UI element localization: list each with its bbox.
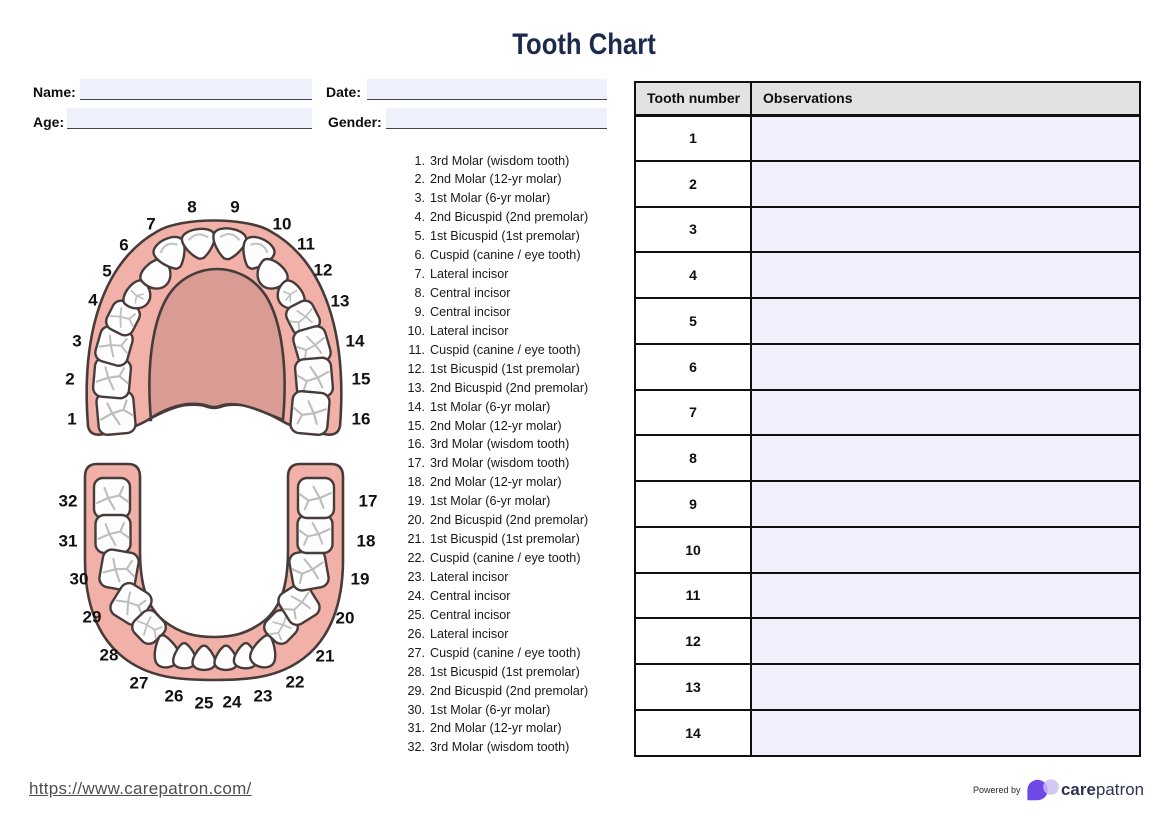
svg-text:15: 15: [352, 370, 371, 389]
svg-text:13: 13: [331, 292, 350, 311]
svg-text:10: 10: [273, 215, 292, 234]
svg-text:26: 26: [165, 687, 184, 706]
svg-text:3: 3: [72, 332, 81, 351]
svg-text:1: 1: [67, 410, 76, 429]
svg-text:22: 22: [286, 673, 305, 692]
svg-text:16: 16: [352, 410, 371, 429]
svg-text:9: 9: [230, 198, 239, 217]
svg-text:7: 7: [146, 215, 155, 234]
svg-text:2: 2: [65, 370, 74, 389]
svg-text:32: 32: [59, 492, 78, 511]
svg-text:29: 29: [83, 608, 102, 627]
svg-text:30: 30: [70, 570, 89, 589]
svg-text:28: 28: [100, 646, 119, 665]
svg-text:4: 4: [88, 291, 98, 310]
svg-text:17: 17: [359, 492, 378, 511]
svg-text:23: 23: [254, 687, 273, 706]
svg-text:12: 12: [314, 261, 333, 280]
svg-text:20: 20: [336, 609, 355, 628]
svg-text:27: 27: [130, 674, 149, 693]
svg-text:19: 19: [351, 570, 370, 589]
svg-text:25: 25: [195, 694, 214, 713]
svg-text:11: 11: [297, 235, 315, 254]
svg-text:14: 14: [346, 332, 365, 351]
svg-text:5: 5: [102, 262, 111, 281]
svg-text:31: 31: [59, 532, 78, 551]
svg-text:6: 6: [119, 236, 128, 255]
svg-text:24: 24: [223, 693, 242, 712]
svg-text:8: 8: [187, 198, 196, 217]
svg-text:21: 21: [316, 647, 335, 666]
svg-text:18: 18: [357, 532, 376, 551]
